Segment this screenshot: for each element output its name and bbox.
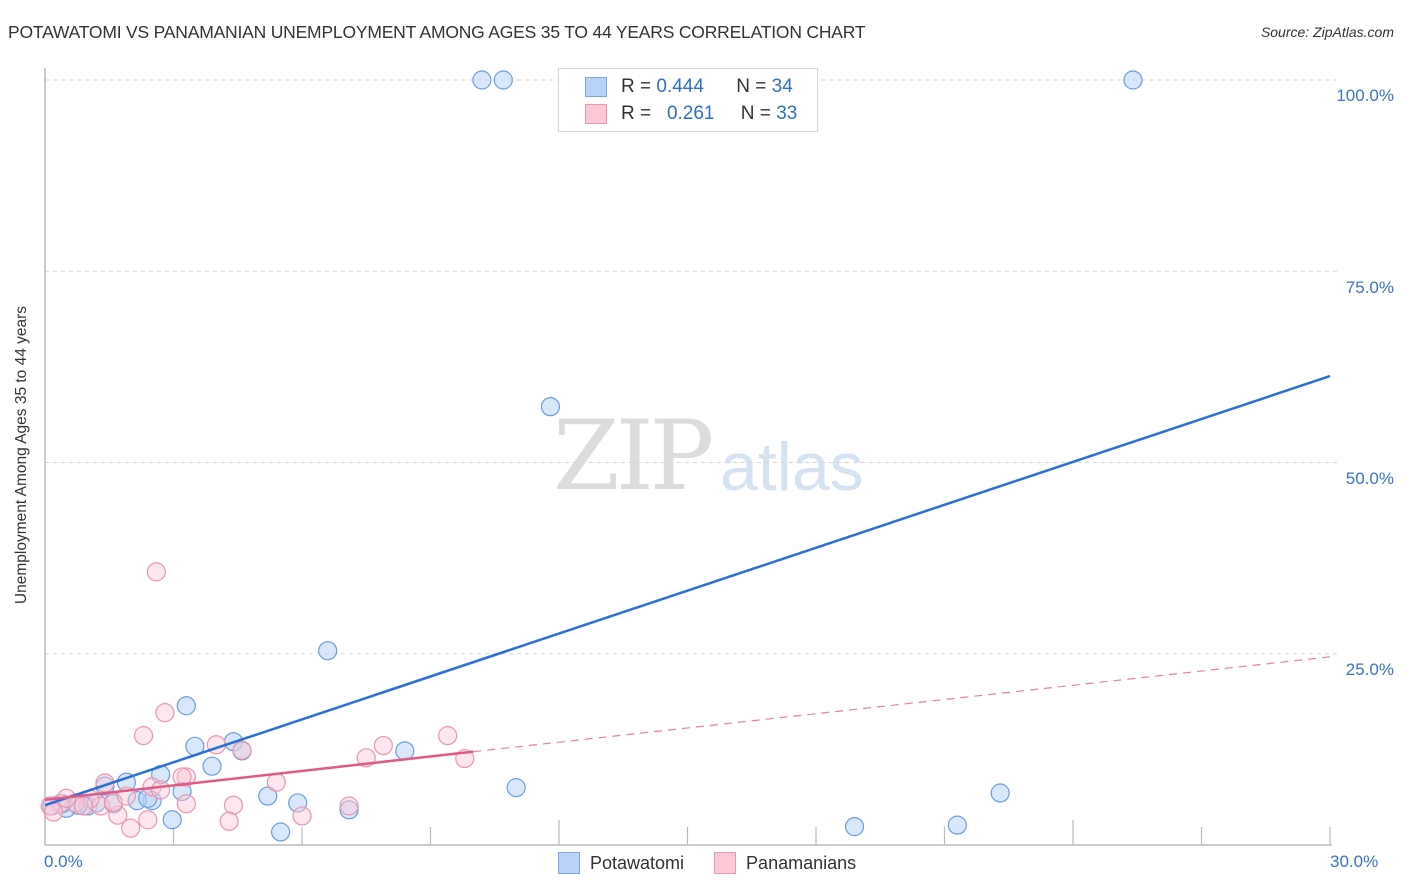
data-point[interactable] <box>232 740 252 760</box>
legend-r-label: R = <box>621 103 652 124</box>
data-point[interactable] <box>540 397 561 417</box>
y-axis-label: Unemployment Among Ages 35 to 44 years <box>13 305 30 605</box>
trendline-potawatomi <box>44 374 1331 807</box>
data-point[interactable] <box>138 810 158 830</box>
chart-title: POTAWATOMI VS PANAMANIAN UNEMPLOYMENT AM… <box>8 22 866 42</box>
x-tick-0: 0.0% <box>44 852 83 871</box>
data-point[interactable] <box>223 795 244 815</box>
y-tick-75: 75.0% <box>1345 278 1394 297</box>
trendline-panamanians-extrapolated <box>473 656 1331 753</box>
trendline-panamanians <box>44 750 474 802</box>
x-tick-30: 30.0% <box>1330 852 1379 871</box>
series-legend: Potawatomi Panamanians <box>558 852 886 874</box>
legend-swatch-blue <box>585 77 607 97</box>
legend-row-potawatomi: R = 0.444 N = 34 <box>585 76 793 98</box>
legend-swatch-pink <box>714 852 737 874</box>
data-point[interactable] <box>162 810 182 830</box>
data-point[interactable] <box>219 811 239 831</box>
data-point[interactable] <box>146 562 166 582</box>
data-point[interactable] <box>151 780 171 800</box>
legend-label: Panamanians <box>746 852 857 873</box>
data-point[interactable] <box>270 822 291 842</box>
data-point[interactable] <box>73 796 94 816</box>
source-label: Source: ZipAtlas.com <box>1260 24 1394 40</box>
watermark-atlas: atlas <box>720 429 864 505</box>
data-point[interactable] <box>266 772 286 792</box>
y-tick-25: 25.0% <box>1345 660 1394 679</box>
data-point[interactable] <box>172 781 192 802</box>
data-point[interactable] <box>493 70 513 90</box>
data-point[interactable] <box>947 815 967 835</box>
legend-item-potawatomi[interactable]: Potawatomi <box>558 852 684 874</box>
watermark-zip: ZIP <box>553 400 714 512</box>
data-point[interactable] <box>176 767 196 787</box>
data-point[interactable] <box>373 735 393 756</box>
legend-label: Potawatomi <box>590 852 685 873</box>
data-point[interactable] <box>202 756 222 776</box>
data-point[interactable] <box>176 794 196 814</box>
data-point[interactable] <box>318 641 338 661</box>
data-point[interactable] <box>395 741 415 761</box>
data-point[interactable] <box>176 696 196 716</box>
correlation-legend: R = 0.444 N = 34 R = 0.261 N = 33 <box>558 68 818 132</box>
legend-row-panamanians: R = 0.261 N = 33 <box>585 103 797 125</box>
data-point[interactable] <box>506 778 526 798</box>
data-point[interactable] <box>438 726 458 746</box>
legend-swatch-blue <box>558 852 580 874</box>
data-point[interactable] <box>155 703 175 723</box>
y-tick-100: 100.0% <box>1336 86 1394 105</box>
data-point[interactable] <box>292 806 312 826</box>
legend-r-label: R = <box>621 76 652 97</box>
legend-r-value: 0.261 <box>666 103 715 124</box>
legend-n-value: 34 <box>771 76 793 97</box>
data-point[interactable] <box>339 796 359 816</box>
legend-item-panamanians[interactable]: Panamanians <box>714 852 856 874</box>
data-point[interactable] <box>472 70 492 90</box>
data-point[interactable] <box>121 818 141 838</box>
y-tick-50: 50.0% <box>1345 469 1394 488</box>
data-point[interactable] <box>990 783 1010 803</box>
legend-swatch-pink <box>585 104 607 124</box>
data-point[interactable] <box>133 726 154 746</box>
legend-r-value: 0.444 <box>656 76 704 97</box>
data-point[interactable] <box>91 796 111 816</box>
data-point[interactable] <box>172 767 192 787</box>
data-point[interactable] <box>43 802 64 822</box>
legend-n-label: N = <box>740 103 771 124</box>
legend-n-value: 33 <box>776 103 798 124</box>
data-point[interactable] <box>258 786 278 806</box>
data-point[interactable] <box>844 817 865 837</box>
data-point[interactable] <box>1123 70 1143 90</box>
legend-n-label: N = <box>736 76 767 97</box>
